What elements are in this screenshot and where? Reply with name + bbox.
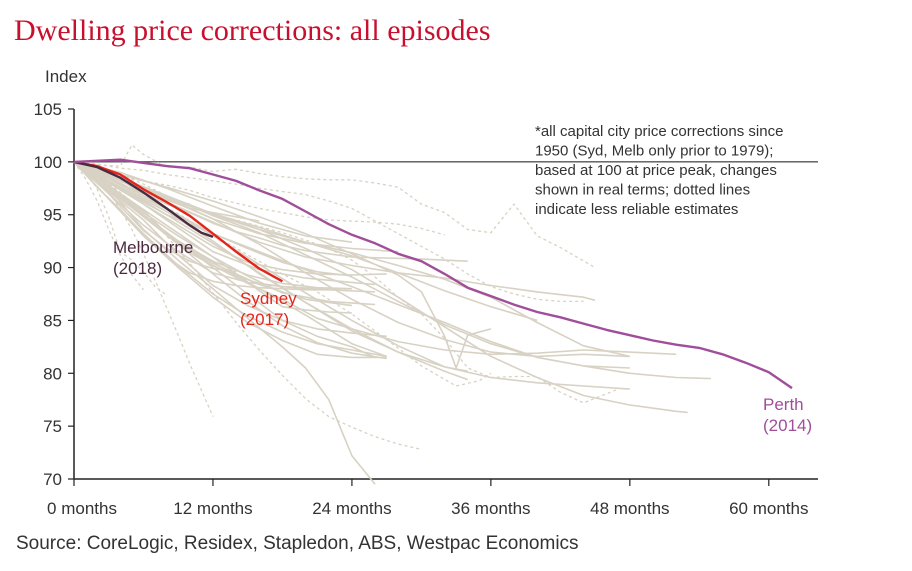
y-tick-label: 80: [43, 364, 62, 383]
background-series-line: [73, 161, 387, 338]
sydney-series-label-line: Sydney: [240, 289, 297, 308]
x-tick-label: 36 months: [451, 499, 530, 518]
background-series-group: [73, 144, 711, 485]
x-tick-label: 0 months: [47, 499, 117, 518]
chart-note-line: *all capital city price corrections sinc…: [535, 123, 783, 140]
background-series-line: [73, 161, 492, 369]
y-tick-label: 90: [43, 259, 62, 278]
y-axis-label: Index: [45, 67, 87, 86]
perth-series-label-line: (2014): [763, 416, 812, 435]
background-series-line: [73, 161, 387, 276]
source-note: Source: CoreLogic, Residex, Stapledon, A…: [16, 533, 579, 554]
background-series-line: [73, 161, 387, 360]
chart-note: *all capital city price corrections sinc…: [535, 123, 783, 218]
perth-series-line: [73, 158, 793, 390]
background-series-line-dotted: [73, 144, 596, 269]
y-tick-label: 75: [43, 417, 62, 436]
melbourne-series-line: [73, 160, 214, 239]
x-tick-label: 60 months: [729, 499, 808, 518]
y-tick-label: 100: [34, 153, 62, 172]
chart-axes: 70 75 80 85 90 95 100 105 0 months 12 months 24 mo…: [34, 100, 818, 518]
x-tick-label: 48 months: [590, 499, 669, 518]
x-tick-label: 24 months: [312, 499, 391, 518]
melbourne-series-label-line: (2018): [113, 259, 162, 278]
background-series-line: [73, 161, 630, 369]
sydney-series-line: [73, 160, 283, 283]
background-series-line: [73, 161, 352, 292]
background-series-line-dotted: [73, 161, 422, 451]
chart-note-line: shown in real terms; dotted lines: [535, 182, 750, 199]
perth-series-label: Perth (2014): [763, 395, 812, 435]
background-series-line: [73, 161, 630, 358]
chart-note-line: 1950 (Syd, Melb only prior to 1979);: [535, 143, 773, 160]
melbourne-series-label-line: Melbourne: [113, 238, 193, 257]
x-tick-label: 12 months: [173, 499, 252, 518]
background-series-line: [73, 161, 387, 359]
y-tick-label: 95: [43, 206, 62, 225]
background-series-line: [73, 161, 376, 359]
chart-note-line: indicate less reliable estimates: [535, 201, 738, 218]
background-series-line: [73, 161, 237, 273]
background-series-line: [73, 161, 376, 485]
chart-title: Dwelling price corrections: all episodes: [14, 14, 491, 47]
y-tick-label: 105: [34, 100, 62, 119]
background-series-line: [73, 161, 329, 291]
chart-labels: Index Sydney (2017) Melbourne (2018) Perth (20…: [45, 67, 812, 435]
sydney-series-label: Sydney (2017): [240, 289, 297, 329]
melbourne-series-label: Melbourne (2018): [113, 238, 193, 278]
highlighted-series-group: [73, 158, 793, 390]
background-series-line: [73, 161, 353, 243]
sydney-series-label-line: (2017): [240, 310, 289, 329]
background-series-line-dotted: [73, 161, 145, 291]
background-series-line-dotted: [73, 161, 167, 296]
background-series-line-dotted: [73, 161, 584, 303]
chart-note-line: based at 100 at price peak, changes: [535, 162, 777, 179]
y-tick-label: 70: [43, 470, 62, 489]
perth-series-label-line: Perth: [763, 395, 804, 414]
background-series-line: [73, 161, 468, 262]
background-series-line-dotted: [73, 161, 619, 404]
y-tick-label: 85: [43, 311, 62, 330]
